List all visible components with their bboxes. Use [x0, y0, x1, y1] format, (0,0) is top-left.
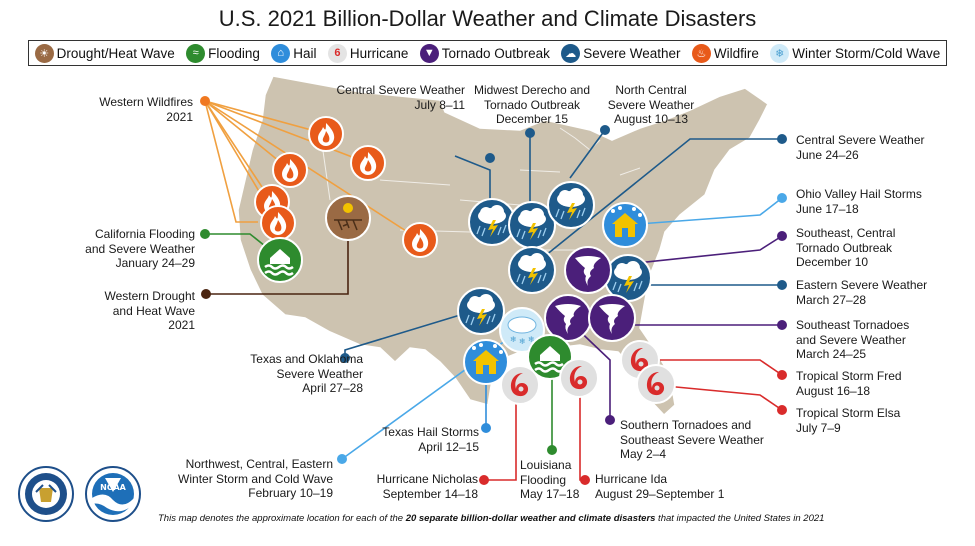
tornado-marker — [564, 246, 612, 294]
wildfire-marker — [402, 222, 438, 258]
tornado-icon: ▼ — [419, 43, 439, 63]
footnote: This map denotes the approximate locatio… — [158, 513, 825, 524]
hail-marker — [463, 339, 509, 385]
legend-item-hurricane: 6 Hurricane — [327, 43, 409, 63]
noaa-logo: NOAA — [85, 466, 141, 522]
label-hurricane-ida: Hurricane Ida August 29–September 1 — [595, 472, 725, 501]
commerce-seal — [18, 466, 74, 522]
label-hurricane-nicholas: Hurricane Nicholas September 14–18 — [376, 472, 478, 501]
label-north-central: North Central Severe Weather August 10–13 — [607, 83, 695, 126]
hurricane-marker — [559, 358, 599, 398]
legend-item-hail: ⌂ Hail — [271, 43, 317, 63]
wildfire-marker — [350, 145, 386, 181]
label-louisiana-flooding: Louisiana Flooding May 17–18 — [520, 458, 580, 501]
label-california-flooding: California Flooding and Severe Weather Jan… — [85, 227, 195, 270]
flooding-marker — [256, 236, 304, 284]
label-tropical-storm-elsa: Tropical Storm Elsa July 7–9 — [796, 406, 901, 435]
legend-item-wildfire: ♨ Wildfire — [691, 43, 759, 63]
page-title: U.S. 2021 Billion-Dollar Weather and Cli… — [218, 6, 757, 31]
hurricane-icon: 6 — [327, 43, 347, 63]
legend-item-winter-storm: ❄ Winter Storm/Cold Wave — [770, 43, 941, 63]
legend-label: Hail — [293, 45, 317, 61]
tornado-marker — [588, 294, 636, 342]
severe-weather-marker — [508, 246, 556, 294]
severe-weather-icon: ☁ — [561, 43, 581, 63]
wildfire-marker — [260, 205, 296, 241]
legend: ☀ Drought/Heat Wave ≈ Flooding ⌂ Hail 6 … — [28, 40, 947, 66]
label-western-drought: Western Drought and Heat Wave 2021 — [104, 289, 196, 332]
label-southern-tornadoes: Southern Tornadoes and Southeast Severe W… — [620, 418, 764, 461]
winter-storm-icon: ❄ — [770, 43, 790, 63]
hurricane-marker — [500, 365, 540, 405]
legend-label: Hurricane — [349, 45, 409, 61]
label-central-severe-july: Central Severe Weather July 8–11 — [336, 83, 465, 112]
wildfire-marker — [272, 152, 308, 188]
label-texas-hail: Texas Hail Storms April 12–15 — [382, 425, 479, 454]
label-western-wildfires: Western Wildfires 2021 — [99, 95, 193, 124]
noaa-text: NOAA — [100, 483, 126, 492]
legend-item-severe-weather: ☁ Severe Weather — [561, 43, 681, 63]
wildfire-marker — [308, 116, 344, 152]
hail-marker — [602, 202, 648, 248]
severe-weather-marker — [457, 287, 505, 335]
connector-dots — [200, 96, 787, 485]
label-southeast-central-tornado: Southeast, Central Tornado Outbreak Decemb… — [796, 226, 896, 269]
legend-label: Winter Storm/Cold Wave — [792, 45, 941, 61]
legend-label: Tornado Outbreak — [441, 45, 550, 61]
severe-weather-marker — [468, 198, 516, 246]
label-ohio-valley-hail: Ohio Valley Hail Storms June 17–18 — [796, 187, 922, 216]
label-tropical-storm-fred: Tropical Storm Fred August 16–18 — [796, 369, 902, 398]
legend-label: Severe Weather — [583, 45, 681, 61]
label-midwest-derecho: Midwest Derecho and Tornado Outbreak Decem… — [473, 83, 591, 126]
legend-item-flooding: ≈ Flooding — [186, 43, 260, 63]
legend-label: Wildfire — [713, 45, 759, 61]
label-central-severe-june: Central Severe Weather June 24–26 — [796, 133, 925, 162]
flooding-icon: ≈ — [186, 43, 206, 63]
hurricane-marker — [636, 364, 676, 404]
legend-label: Flooding — [208, 45, 260, 61]
hail-icon: ⌂ — [271, 43, 291, 63]
drought-marker — [325, 195, 371, 241]
label-winter-storm: Northwest, Central, Eastern Winter Storm … — [178, 457, 333, 500]
label-texas-oklahoma: Texas and Oklahoma Severe Weather April 27… — [250, 352, 363, 395]
label-eastern-severe: Eastern Severe Weather March 27–28 — [796, 278, 928, 307]
legend-item-tornado: ▼ Tornado Outbreak — [419, 43, 550, 63]
severe-weather-marker — [547, 181, 595, 229]
label-southeast-tornadoes: Southeast Tornadoes and Severe Weather Mar… — [796, 318, 910, 361]
drought-icon: ☀ — [34, 43, 54, 63]
legend-label: Drought/Heat Wave — [56, 45, 175, 61]
legend-item-drought: ☀ Drought/Heat Wave — [34, 43, 175, 63]
wildfire-icon: ♨ — [691, 43, 711, 63]
